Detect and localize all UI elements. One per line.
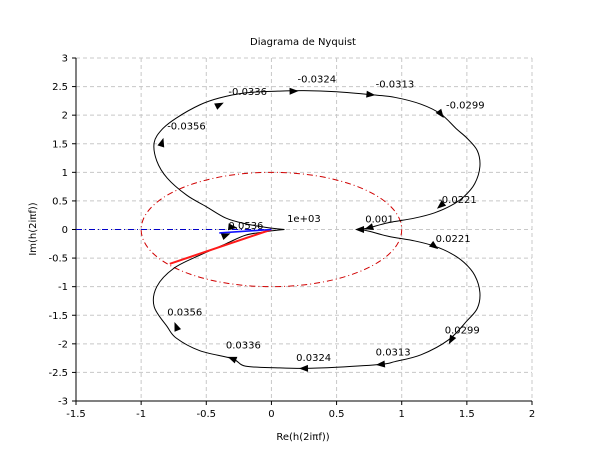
y-tick-label: -1 xyxy=(58,282,68,293)
frequency-label: -0.0299 xyxy=(446,100,485,111)
x-tick-label: 0 xyxy=(268,409,274,420)
frequency-label: 1e+03 xyxy=(287,214,321,225)
x-tick-label: -1 xyxy=(136,409,146,420)
direction-arrow xyxy=(214,102,224,110)
y-tick-label: 2.5 xyxy=(52,82,68,93)
x-tick-label: -1.5 xyxy=(66,409,86,420)
x-axis-title: Re(h(2iπf)) xyxy=(276,432,329,443)
direction-arrow xyxy=(228,223,238,231)
x-tick-label: 2 xyxy=(529,409,535,420)
direction-arrow xyxy=(174,322,182,332)
x-tick-label: 1 xyxy=(399,409,405,420)
frequency-label: 0.0356 xyxy=(167,307,202,318)
frequency-label: -0.0356 xyxy=(167,121,206,132)
y-tick-label: 1 xyxy=(62,168,68,179)
y-tick-label: -2.5 xyxy=(48,368,68,379)
y-tick-label: -1.5 xyxy=(48,311,68,322)
frequency-label: 0.0336 xyxy=(226,340,261,351)
frequency-label: -0.0324 xyxy=(297,75,336,86)
direction-arrow xyxy=(375,360,386,368)
y-axis-title: Im(h(2iπf)) xyxy=(28,202,39,255)
chart-title: Diagrama de Nyquist xyxy=(250,37,356,48)
direction-arrow xyxy=(435,108,444,119)
y-tick-label: -3 xyxy=(58,397,68,408)
frequency-label: 0.001 xyxy=(365,215,394,226)
frequency-label: -0.0336 xyxy=(228,87,267,98)
direction-arrow xyxy=(289,87,299,95)
direction-arrow xyxy=(299,364,309,372)
direction-arrow xyxy=(227,356,238,364)
y-tick-label: 3 xyxy=(62,54,68,65)
frequency-label: 0.0313 xyxy=(376,347,411,358)
unit-circle xyxy=(140,171,403,288)
y-tick-label: 1.5 xyxy=(52,139,68,150)
direction-arrow xyxy=(220,233,231,240)
y-tick-label: -2 xyxy=(58,339,68,350)
direction-arrow xyxy=(448,334,457,345)
nyquist-upper-branch-curve xyxy=(153,90,481,230)
y-tick-label: -0.5 xyxy=(48,254,68,265)
x-tick-label: 0.5 xyxy=(329,409,345,420)
red-vector xyxy=(169,228,272,265)
direction-arrow xyxy=(355,226,365,233)
direction-arrow xyxy=(428,240,439,250)
frequency-label: 0.0324 xyxy=(296,353,331,364)
frequency-label: 0.0299 xyxy=(445,326,480,337)
frequency-label: -0.0313 xyxy=(376,80,415,91)
x-tick-label: 1.5 xyxy=(459,409,475,420)
direction-arrow xyxy=(436,200,447,209)
y-tick-label: 0.5 xyxy=(52,196,68,207)
y-tick-label: 0 xyxy=(62,225,68,236)
direction-arrow xyxy=(366,90,376,98)
blue-vector xyxy=(219,228,272,234)
direction-arrow xyxy=(364,223,374,230)
nyquist-lower-branch-curve xyxy=(152,229,481,369)
frequency-label: 0.0536 xyxy=(228,221,263,232)
y-tick-label: 2 xyxy=(62,111,68,122)
frequency-label: 0.0221 xyxy=(436,234,471,245)
frequency-label: -0.0221 xyxy=(438,195,477,206)
x-tick-label: -0.5 xyxy=(197,409,217,420)
direction-arrow xyxy=(157,137,165,148)
